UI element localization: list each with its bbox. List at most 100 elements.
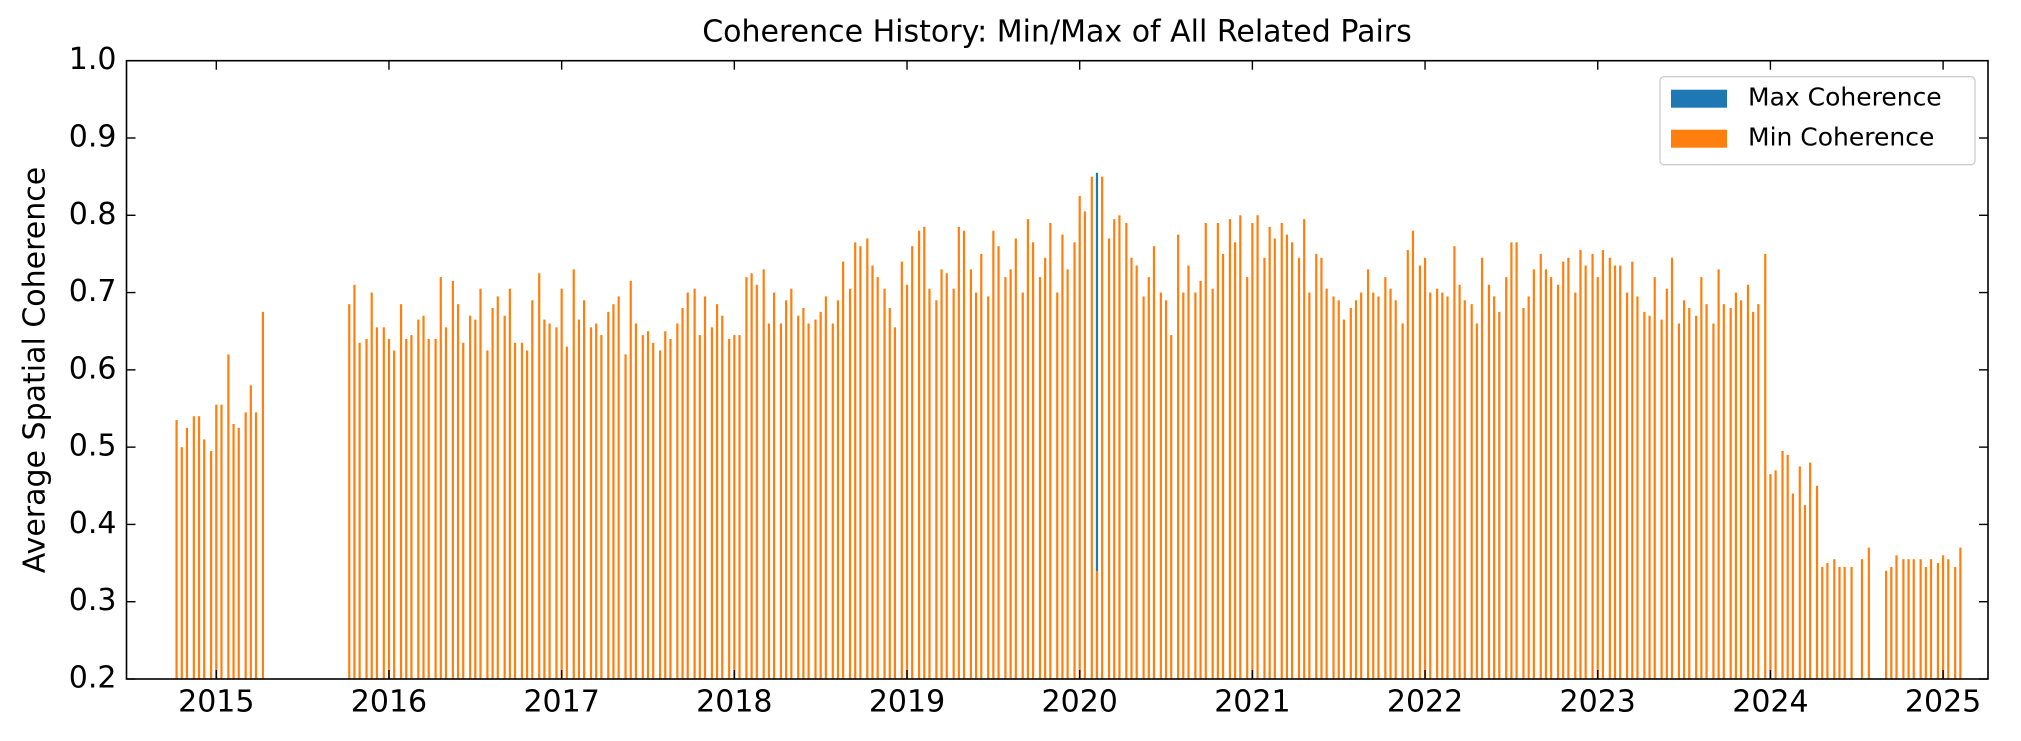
bar	[1774, 470, 1777, 679]
bar	[1860, 559, 1864, 679]
bar	[1700, 277, 1703, 679]
legend-swatch	[1671, 89, 1727, 108]
bar	[1009, 269, 1012, 679]
bar	[1705, 304, 1708, 679]
bar	[1113, 219, 1116, 679]
bar	[513, 342, 517, 679]
bar	[496, 296, 499, 679]
bar	[365, 338, 368, 679]
bar	[772, 292, 776, 679]
bar	[1377, 296, 1380, 679]
bar	[1532, 269, 1535, 679]
bar	[669, 338, 672, 679]
bar	[1177, 234, 1180, 680]
bar	[1695, 315, 1698, 679]
bar	[387, 338, 391, 679]
bar	[422, 315, 425, 679]
bar	[520, 342, 524, 679]
bar	[928, 288, 931, 679]
bar	[1234, 242, 1237, 679]
bar	[918, 230, 921, 680]
bar	[1418, 265, 1421, 679]
bar	[1384, 277, 1387, 679]
bar	[905, 284, 909, 679]
bar	[1947, 559, 1950, 679]
bar	[641, 335, 644, 679]
bar	[893, 327, 897, 679]
bar	[1142, 296, 1145, 679]
legend-box	[1659, 76, 1976, 166]
bar	[560, 288, 563, 679]
bar	[1194, 292, 1197, 679]
bar	[1014, 238, 1017, 679]
x-tick-label: 2025	[1905, 685, 1981, 720]
bar	[1522, 308, 1525, 679]
bar	[538, 273, 541, 679]
bar	[1221, 253, 1225, 679]
bar	[1251, 223, 1254, 679]
bar	[848, 288, 852, 679]
bar	[1446, 296, 1449, 679]
bar	[1315, 253, 1318, 679]
x-tick-label: 2017	[523, 685, 599, 720]
bar	[451, 280, 454, 679]
bar	[410, 335, 413, 679]
bar	[1648, 315, 1651, 679]
bar	[508, 288, 511, 679]
bar	[382, 327, 385, 679]
bar	[1470, 304, 1473, 679]
bar	[180, 447, 183, 679]
bar	[203, 439, 206, 679]
bar	[417, 319, 420, 679]
bar	[945, 273, 948, 679]
bar	[1895, 555, 1898, 679]
bar	[249, 385, 252, 679]
bar	[1919, 559, 1922, 679]
bar	[548, 323, 551, 679]
bar	[185, 427, 189, 679]
bar	[923, 226, 926, 680]
bar	[1360, 292, 1363, 679]
bar	[819, 311, 822, 679]
bar	[728, 338, 731, 679]
bar	[1636, 296, 1639, 679]
bar	[1729, 308, 1732, 679]
x-tick-label: 2021	[1214, 685, 1290, 720]
bar	[607, 311, 610, 679]
bar	[1838, 566, 1841, 679]
bar	[192, 416, 195, 679]
bar	[1510, 242, 1513, 679]
bar	[1463, 300, 1466, 679]
bar	[1453, 246, 1456, 679]
bar	[1803, 505, 1807, 679]
bar	[888, 308, 891, 679]
bar	[1095, 172, 1099, 679]
bar	[1441, 292, 1444, 679]
bar	[854, 242, 857, 679]
bar	[1056, 292, 1059, 679]
y-tick-label: 0.3	[69, 583, 117, 618]
bar	[612, 304, 615, 679]
y-tick-label: 0.8	[69, 197, 117, 232]
bar	[1688, 308, 1691, 679]
bar	[1717, 269, 1720, 679]
bar	[1722, 304, 1725, 679]
x-tick-label: 2018	[696, 685, 772, 720]
bar	[427, 338, 430, 679]
bar	[1107, 238, 1111, 679]
bar	[883, 288, 886, 679]
bar	[652, 342, 655, 679]
x-tick-label: 2019	[869, 685, 945, 720]
bar	[1942, 555, 1945, 679]
bar	[462, 342, 465, 679]
bar	[703, 296, 707, 679]
bar	[750, 273, 753, 679]
bar	[456, 304, 460, 679]
bar	[664, 331, 667, 679]
bar	[681, 308, 684, 679]
bar	[1164, 300, 1168, 679]
bar	[1567, 257, 1570, 679]
bar	[1498, 311, 1501, 679]
bar	[1147, 277, 1150, 679]
bar	[1125, 223, 1128, 679]
